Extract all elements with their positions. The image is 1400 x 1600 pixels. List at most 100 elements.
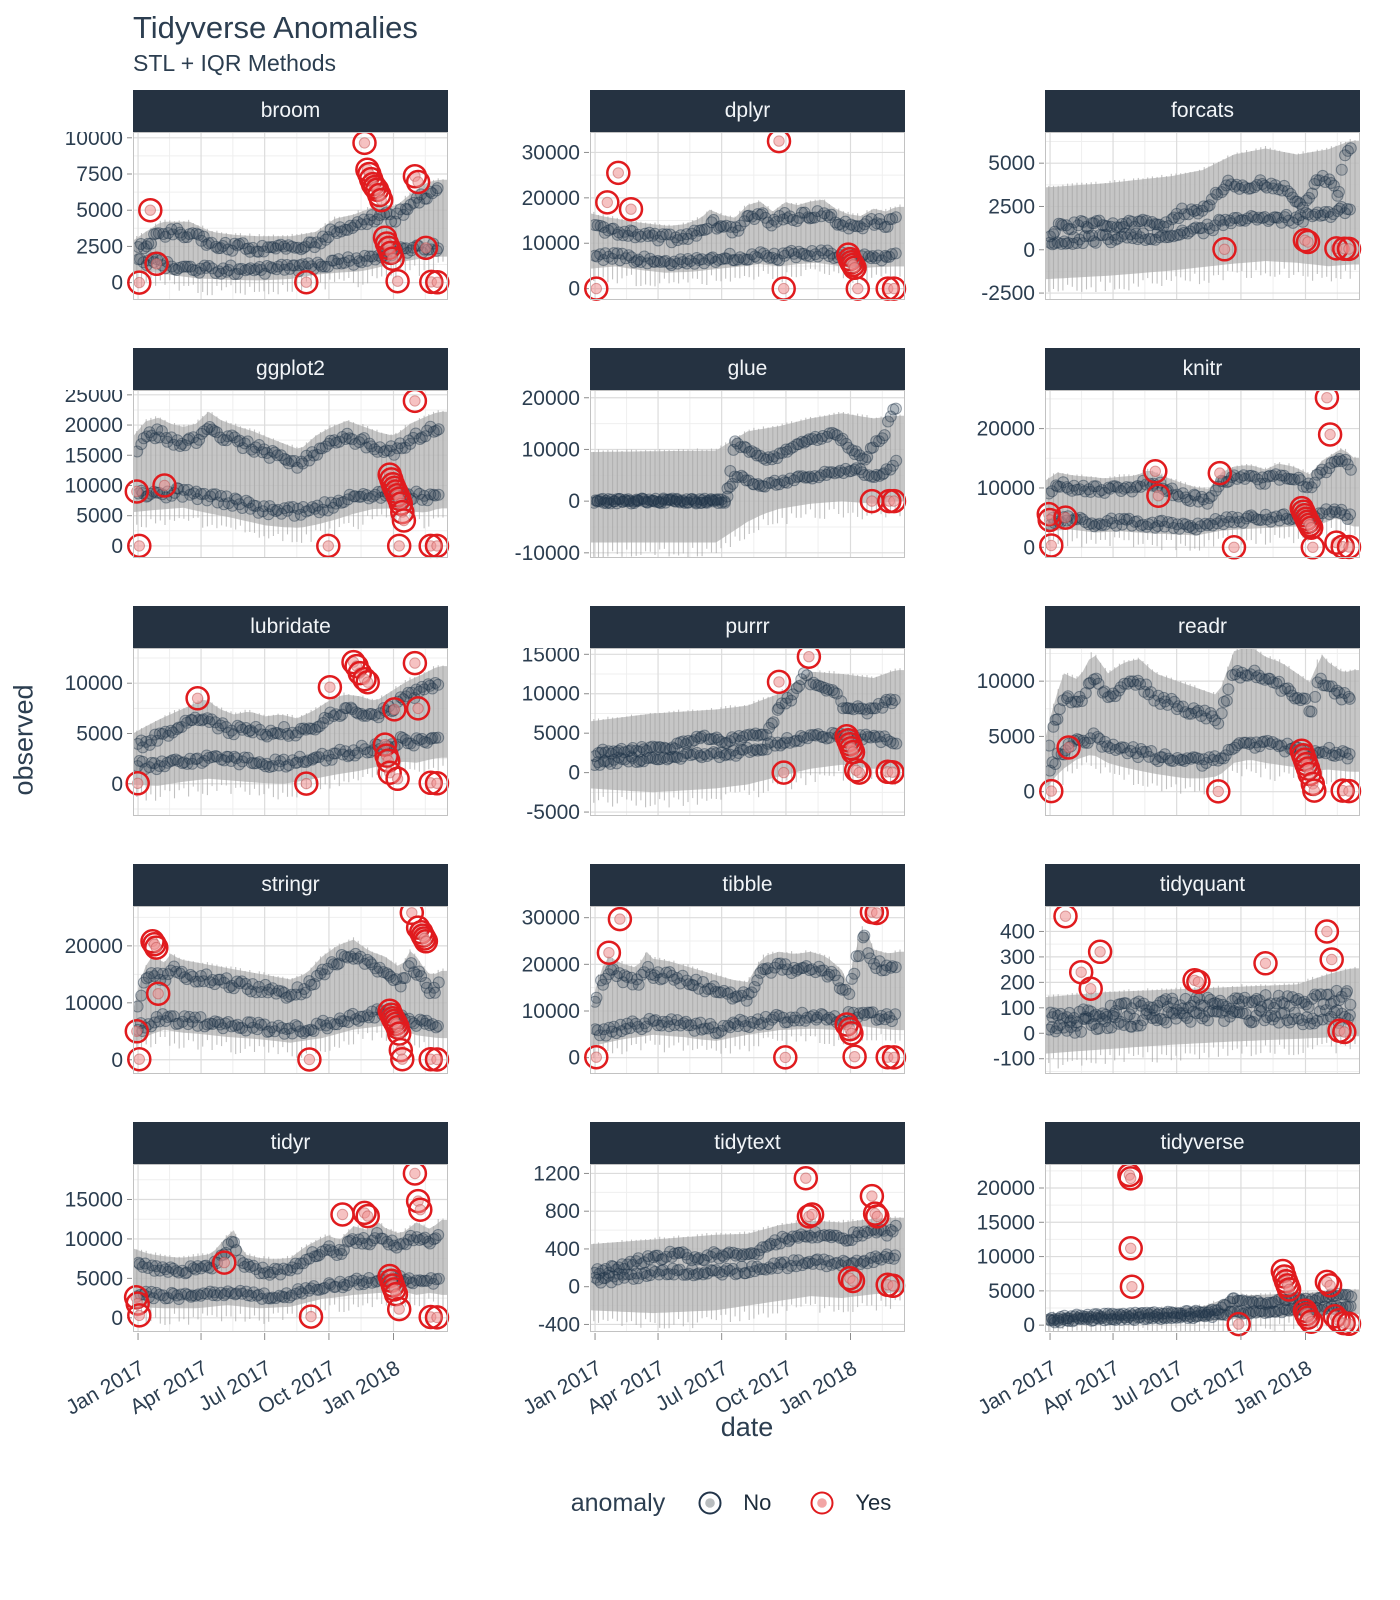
anomaly-marker: [298, 1304, 324, 1329]
data-point: [619, 493, 631, 506]
data-point: [789, 1011, 802, 1024]
data-point: [652, 966, 664, 979]
data-point: [385, 440, 398, 453]
data-point: [253, 261, 266, 273]
data-point: [355, 256, 368, 269]
data-point: [748, 213, 761, 225]
data-point: [735, 989, 748, 1002]
anomaly-marker: [766, 132, 792, 154]
data-point: [808, 470, 821, 483]
data-point: [692, 982, 705, 995]
data-point: [760, 1240, 773, 1253]
data-point: [380, 1235, 393, 1248]
data-point: [1280, 208, 1293, 221]
points-layer: [133, 420, 445, 522]
data-point: [1208, 750, 1221, 763]
data-point: [591, 494, 604, 507]
data-point: [278, 263, 291, 276]
data-point: [1181, 227, 1194, 240]
data-point: [753, 1263, 766, 1276]
anomaly-marker: [144, 935, 169, 960]
y-tick-label: 10000: [65, 992, 123, 1015]
data-point: [654, 753, 667, 765]
y-tick-label: 10000: [977, 670, 1035, 693]
y-tick-label: 0: [1023, 781, 1035, 804]
data-point: [690, 496, 703, 509]
data-point: [731, 990, 744, 1003]
data-point: [695, 751, 708, 764]
data-point: [884, 735, 897, 748]
data-point: [723, 1264, 736, 1277]
data-point: [1217, 1308, 1230, 1321]
anomaly-marker: [1314, 919, 1340, 944]
anomaly-marker: [1207, 460, 1233, 486]
data-point: [1226, 1292, 1239, 1305]
data-point: [233, 977, 246, 990]
data-point: [870, 1013, 883, 1026]
data-point: [357, 213, 370, 226]
data-point: [867, 702, 879, 715]
data-point: [635, 1023, 648, 1036]
data-point: [335, 949, 348, 961]
data-point: [1275, 469, 1288, 482]
data-point: [310, 751, 323, 764]
y-tick-label: 10000: [65, 474, 123, 497]
data-point: [236, 755, 249, 768]
data-point: [621, 1017, 634, 1030]
data-point: [1295, 996, 1308, 1009]
data-point: [1118, 741, 1131, 754]
data-point: [1172, 490, 1185, 503]
data-point: [812, 471, 825, 484]
data-point: [1212, 1307, 1225, 1320]
data-point: [194, 1289, 207, 1302]
data-point: [1119, 1311, 1131, 1324]
data-point: [1060, 1314, 1073, 1327]
data-point: [275, 1021, 288, 1034]
data-point: [652, 753, 664, 766]
data-point: [815, 964, 828, 977]
data-point: [771, 1262, 784, 1275]
data-point: [198, 1020, 211, 1033]
data-point: [746, 478, 759, 490]
facet-header: tidytext: [590, 1122, 905, 1164]
data-point: [178, 756, 190, 769]
data-point: [745, 1247, 758, 1259]
data-point: [1166, 516, 1179, 529]
data-point: [175, 721, 188, 733]
anomaly-marker: [1300, 535, 1326, 560]
data-point: [798, 206, 811, 219]
data-point: [610, 1263, 623, 1276]
data-point: [159, 230, 172, 243]
data-point: [1117, 1307, 1130, 1320]
panel-border: [590, 648, 905, 816]
data-point: [1196, 204, 1209, 217]
data-point: [868, 957, 880, 970]
data-point: [712, 986, 725, 999]
data-point: [1196, 1012, 1209, 1025]
anomaly-marker: [766, 669, 792, 695]
data-point: [762, 477, 775, 489]
data-point: [1115, 485, 1128, 497]
data-point: [164, 964, 177, 977]
data-point: [250, 245, 263, 258]
data-point: [195, 427, 208, 440]
data-point: [1106, 217, 1119, 230]
data-point: [1109, 744, 1122, 756]
data-point: [741, 210, 754, 223]
data-point: [1115, 997, 1128, 1010]
data-point: [366, 490, 379, 503]
data-point: [1109, 1308, 1122, 1321]
data-point: [680, 1248, 693, 1261]
data-point: [280, 259, 293, 271]
data-point: [219, 1287, 232, 1300]
data-point: [864, 1251, 877, 1264]
data-point: [1280, 512, 1293, 525]
data-point: [1107, 1007, 1120, 1020]
data-point: [148, 1016, 161, 1029]
data-point: [753, 1244, 766, 1257]
data-point: [1213, 213, 1225, 226]
data-point: [856, 466, 868, 479]
data-point: [404, 198, 417, 211]
comb-layer: [593, 1216, 901, 1329]
data-point: [771, 957, 784, 970]
